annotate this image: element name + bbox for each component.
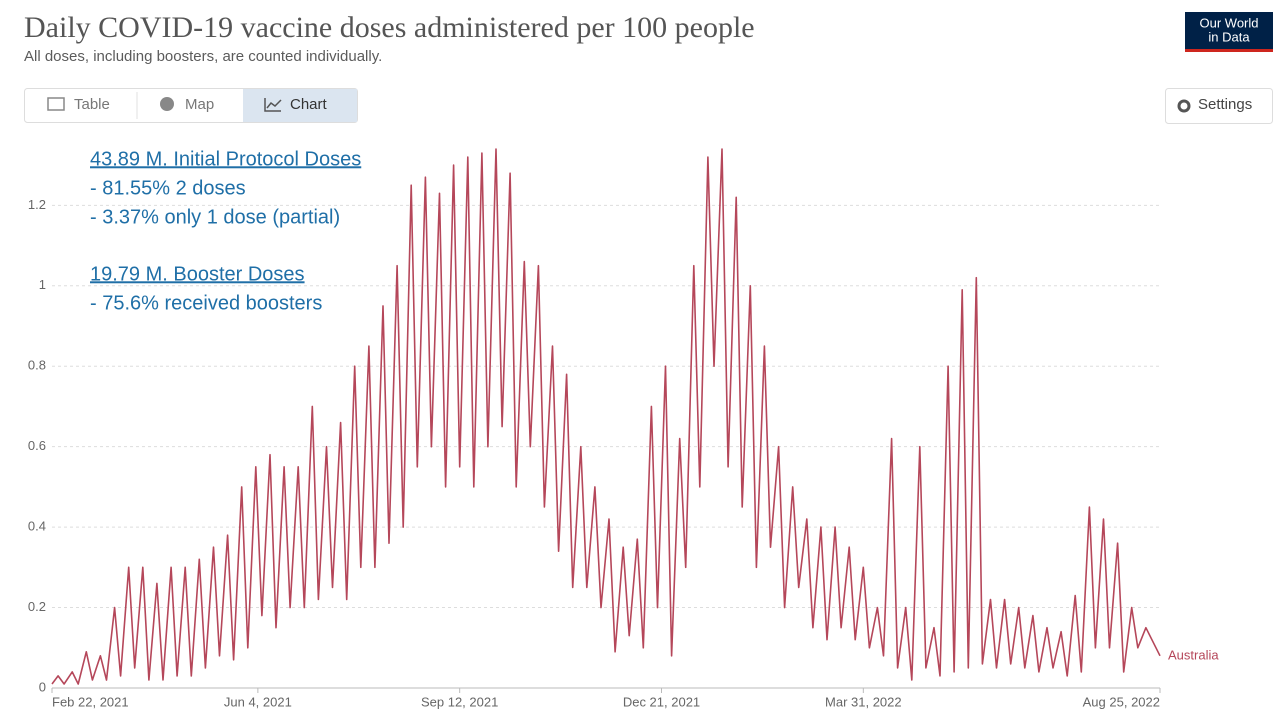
y-tick-label: 0.2	[28, 599, 46, 614]
logo-bar	[1185, 49, 1273, 52]
y-tick-label: 0.6	[28, 438, 46, 453]
y-tick-label: 1.2	[28, 197, 46, 212]
annotation: 19.79 M. Booster Doses	[90, 263, 305, 285]
annotation: - 75.6% received boosters	[90, 292, 322, 314]
x-tick-label: Jun 4, 2021	[224, 694, 292, 709]
chart-icon	[266, 99, 282, 109]
annotation: - 3.37% only 1 dose (partial)	[90, 206, 340, 228]
series-label: Australia	[1168, 647, 1219, 662]
plot: 0 0.2 0.4 0.6 0.8 1 1.2 Feb 22, 2021 Jun 4, 2021…	[28, 148, 1219, 709]
settings-label[interactable]: Settings	[1198, 96, 1252, 113]
series-line	[51, 148, 1161, 685]
tab[interactable]: Chart	[290, 96, 328, 113]
settings-icon	[1177, 99, 1191, 113]
y-tick-label: 0.8	[28, 358, 46, 373]
y-tick-label: 0.4	[28, 519, 46, 534]
x-tick-label: Dec 21, 2021	[623, 694, 700, 709]
logo-text: Our World	[1200, 15, 1259, 30]
x-tick-label: Sep 12, 2021	[421, 694, 498, 709]
y-tick-label: 1	[39, 277, 46, 292]
x-tick-label: Feb 22, 2021	[52, 694, 129, 709]
chart-subtitle: All doses, including boosters, are count…	[24, 48, 382, 65]
chart-title: Daily COVID-19 vaccine doses administere…	[24, 11, 755, 44]
active-tab	[243, 89, 357, 122]
logo-text: in Data	[1208, 29, 1250, 44]
tab[interactable]: Map	[185, 96, 214, 113]
x-tick-label: Aug 25, 2022	[1083, 694, 1160, 709]
y-tick-label: 0	[39, 679, 46, 694]
annotation: - 81.55% 2 doses	[90, 177, 246, 199]
annotation: 43.89 M. Initial Protocol Doses	[90, 148, 361, 170]
settings-button[interactable]	[1165, 88, 1273, 124]
x-tick-label: Mar 31, 2022	[825, 694, 902, 709]
logo-box	[1185, 12, 1273, 52]
chart-icon	[264, 98, 281, 112]
table-icon	[47, 97, 65, 111]
tab[interactable]: Table	[74, 96, 110, 113]
map-icon	[160, 97, 174, 111]
